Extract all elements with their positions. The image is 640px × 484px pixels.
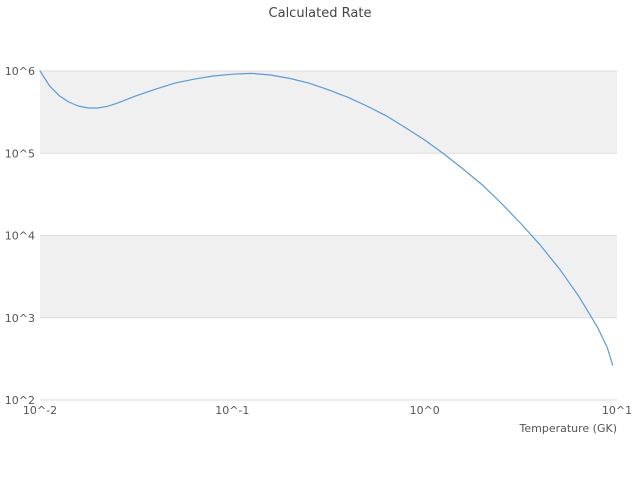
decade-band: [40, 71, 617, 154]
x-tick-label: 10^-2: [23, 404, 57, 417]
x-tick-label: 10^1: [602, 404, 632, 417]
rate-line: [39, 70, 614, 366]
y-tick-label: 10^4: [5, 230, 35, 243]
x-tick-label: 10^-1: [215, 404, 249, 417]
x-axis-label: Temperature (GK): [519, 422, 618, 435]
chart-title: Calculated Rate: [269, 6, 372, 21]
y-tick-label: 10^2: [5, 394, 35, 407]
y-tick-label: 10^3: [5, 312, 35, 325]
y-tick-label: 10^5: [5, 147, 35, 160]
y-tick-label: 10^6: [5, 65, 35, 78]
x-tick-label: 10^0: [410, 404, 440, 417]
decade-band: [40, 235, 617, 318]
plot-area: 10^2 10^3 10^4 10^5 10^6 10^-2 10^-1 10^0 10^1: [5, 65, 632, 417]
